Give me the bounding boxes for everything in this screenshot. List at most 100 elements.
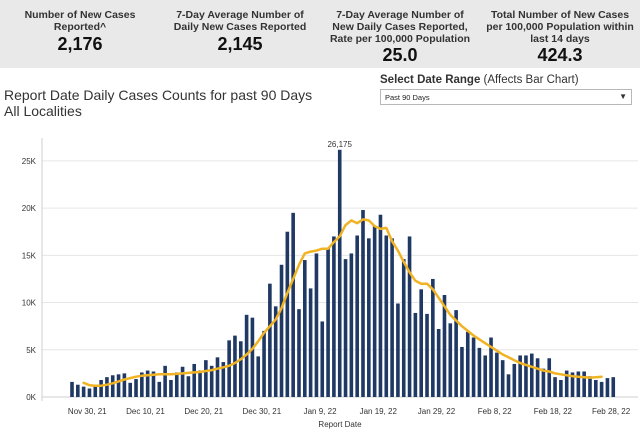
bar bbox=[489, 337, 493, 397]
bar bbox=[524, 355, 528, 397]
bar bbox=[192, 363, 197, 397]
bar bbox=[93, 384, 98, 397]
kpi-value: 2,176 bbox=[57, 34, 103, 54]
x-tick-label: Dec 20, 21 bbox=[184, 407, 223, 416]
bar bbox=[169, 380, 173, 397]
bar bbox=[518, 355, 522, 397]
bar bbox=[582, 371, 586, 397]
bar bbox=[262, 330, 266, 397]
bar bbox=[198, 370, 202, 397]
y-tick-label: 20K bbox=[22, 204, 37, 213]
bar bbox=[372, 226, 377, 397]
bar bbox=[110, 375, 115, 397]
bar bbox=[431, 278, 435, 397]
bar bbox=[436, 329, 441, 397]
x-tick-label: Feb 28, 22 bbox=[592, 407, 631, 416]
bar bbox=[413, 312, 418, 397]
bar bbox=[407, 236, 412, 397]
daily-cases-chart: 0K 5K 10K 15K 20K 25K 26,175 Nov 30, 21 Dec 10, … bbox=[22, 138, 638, 429]
bar bbox=[145, 370, 150, 397]
bar bbox=[291, 212, 295, 397]
bar bbox=[541, 368, 546, 397]
bar bbox=[233, 335, 237, 397]
bar bbox=[401, 259, 406, 397]
bar bbox=[157, 381, 162, 397]
bar bbox=[314, 253, 319, 397]
y-tick-label: 5K bbox=[26, 346, 36, 355]
bar bbox=[553, 377, 557, 397]
x-tick-label: Jan 29, 22 bbox=[418, 407, 456, 416]
date-range-select[interactable]: Past 90 Days ▼ bbox=[380, 89, 632, 105]
bar bbox=[378, 214, 383, 397]
bar bbox=[465, 331, 470, 397]
bar bbox=[238, 341, 243, 397]
bar bbox=[128, 382, 132, 397]
bar bbox=[454, 310, 458, 397]
y-tick-label: 10K bbox=[22, 299, 37, 308]
seven-day-average-line bbox=[82, 218, 603, 387]
kpi-label: 7-Day Average Number of Daily New Cases … bbox=[173, 9, 307, 33]
bar bbox=[361, 210, 365, 397]
bar bbox=[448, 323, 453, 397]
kpi-label: Total Number of New Cases per 100,000 Po… bbox=[486, 9, 634, 45]
bar bbox=[605, 378, 610, 397]
bar bbox=[76, 384, 80, 397]
bar bbox=[349, 253, 354, 397]
bar bbox=[122, 373, 127, 397]
kpi-seven-day-rate: 7-Day Average Number of New Daily Cases … bbox=[320, 0, 480, 68]
bar bbox=[227, 340, 231, 397]
bar bbox=[570, 372, 575, 397]
bar bbox=[134, 379, 138, 397]
x-axis-title: Report Date bbox=[318, 420, 362, 429]
bar bbox=[460, 346, 464, 397]
bar bbox=[588, 376, 592, 397]
bar bbox=[390, 238, 394, 397]
bar bbox=[87, 388, 92, 397]
bar bbox=[425, 313, 429, 397]
y-tick-label: 15K bbox=[22, 251, 37, 260]
bar bbox=[250, 317, 255, 397]
bar bbox=[559, 380, 563, 397]
bar bbox=[343, 259, 348, 397]
kpi-label: 7-Day Average Number of New Daily Cases … bbox=[329, 9, 471, 45]
kpi-seven-day-average: 7-Day Average Number of Daily New Cases … bbox=[160, 0, 320, 68]
bar bbox=[268, 283, 272, 397]
y-tick-label: 0K bbox=[26, 393, 36, 402]
bar bbox=[273, 306, 278, 397]
kpi-value: 25.0 bbox=[382, 45, 418, 65]
x-tick-label: Dec 30, 21 bbox=[243, 407, 282, 416]
chart-subtitle: All Localities bbox=[4, 103, 82, 119]
bar bbox=[535, 358, 540, 397]
bar bbox=[419, 289, 423, 397]
date-range-label-note: (Affects Bar Chart) bbox=[480, 74, 579, 86]
kpi-value: 424.3 bbox=[537, 45, 583, 65]
bar bbox=[303, 260, 307, 397]
bar bbox=[547, 358, 552, 397]
chevron-down-icon[interactable]: ▼ bbox=[619, 92, 627, 101]
kpi-bar: Number of New Cases Reported^ 2,176 7-Da… bbox=[0, 0, 640, 68]
bar bbox=[180, 366, 185, 397]
bar bbox=[256, 356, 261, 397]
bar bbox=[396, 303, 400, 397]
bar bbox=[442, 295, 447, 397]
bar bbox=[174, 372, 179, 397]
kpi-fourteen-day-total: Total Number of New Cases per 100,000 Po… bbox=[480, 0, 640, 68]
bar bbox=[81, 386, 86, 397]
kpi-label: Number of New Cases Reported^ bbox=[24, 9, 136, 33]
bar bbox=[337, 149, 342, 397]
bar bbox=[599, 381, 604, 397]
bar bbox=[529, 353, 534, 397]
bar bbox=[140, 372, 144, 397]
chart-title: Report Date Daily Cases Counts for past … bbox=[4, 87, 313, 103]
x-tick-label: Jan 19, 22 bbox=[360, 407, 398, 416]
y-tick-label: 25K bbox=[22, 157, 37, 166]
bar bbox=[367, 238, 371, 397]
bar bbox=[594, 380, 598, 397]
bar bbox=[483, 355, 488, 397]
bar bbox=[332, 236, 336, 397]
x-tick-label: Feb 8, 22 bbox=[478, 407, 512, 416]
bar bbox=[70, 381, 74, 397]
bar bbox=[320, 321, 325, 397]
bar bbox=[116, 374, 121, 397]
x-tick-label: Feb 18, 22 bbox=[534, 407, 573, 416]
